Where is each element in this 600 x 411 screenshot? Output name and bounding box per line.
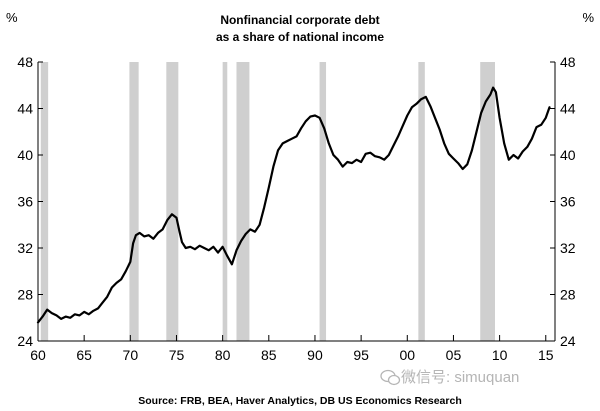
y-tick-label-right: 32: [560, 240, 576, 256]
recession-band: [236, 62, 250, 341]
y-tick-label-left: 48: [17, 54, 33, 70]
recession-band: [166, 62, 179, 341]
x-tick-label: 10: [492, 347, 508, 363]
x-tick-label: 85: [261, 347, 277, 363]
axes: 24 24 28 28 32 32 36 36 40 40 44 44 48 48 60 65 70 75 80 85…: [17, 54, 575, 363]
recession-band: [480, 62, 495, 341]
chart-title: Nonfinancial corporate debt: [220, 13, 379, 27]
chart-subtitle: as a share of national income: [216, 30, 384, 44]
y-tick-label-left: 36: [17, 194, 33, 210]
x-tick-label: 90: [307, 347, 323, 363]
recession-band: [222, 62, 228, 341]
recession-band: [418, 62, 425, 341]
x-tick-label: 95: [353, 347, 369, 363]
y-tick-label-right: 40: [560, 147, 576, 163]
x-tick-label: 65: [76, 347, 92, 363]
recession-band: [40, 62, 49, 341]
series-layer: [36, 86, 551, 324]
x-tick-label: 80: [215, 347, 231, 363]
recession-band: [319, 62, 327, 341]
y-tick-label-right: 28: [560, 287, 576, 303]
y-tick-label-right: 48: [560, 54, 576, 70]
y-tick-label-left: 44: [17, 101, 33, 117]
right-axis-unit: %: [582, 10, 594, 25]
x-tick-label: 60: [30, 347, 46, 363]
y-tick-label-right: 24: [560, 333, 576, 349]
x-tick-label: 15: [538, 347, 554, 363]
y-tick-label-left: 28: [17, 287, 33, 303]
y-tick-label-left: 24: [17, 333, 33, 349]
y-tick-label-right: 36: [560, 194, 576, 210]
watermark-text: 微信号: simuquan: [401, 369, 519, 386]
left-axis-unit: %: [6, 10, 18, 25]
series-line: [36, 86, 551, 324]
wechat-icon: [380, 369, 401, 386]
x-tick-label: 75: [169, 347, 185, 363]
y-tick-label-left: 32: [17, 240, 33, 256]
x-tick-label: 00: [399, 347, 415, 363]
y-tick-label-left: 40: [17, 147, 33, 163]
y-tick-label-right: 44: [560, 101, 576, 117]
source-note: Source: FRB, BEA, Haver Analytics, DB US…: [138, 395, 461, 407]
x-tick-label: 05: [446, 347, 462, 363]
recession-bands: [40, 62, 495, 341]
x-tick-label: 70: [123, 347, 139, 363]
recession-band: [129, 62, 139, 341]
watermark: 微信号: simuquan: [380, 369, 519, 386]
